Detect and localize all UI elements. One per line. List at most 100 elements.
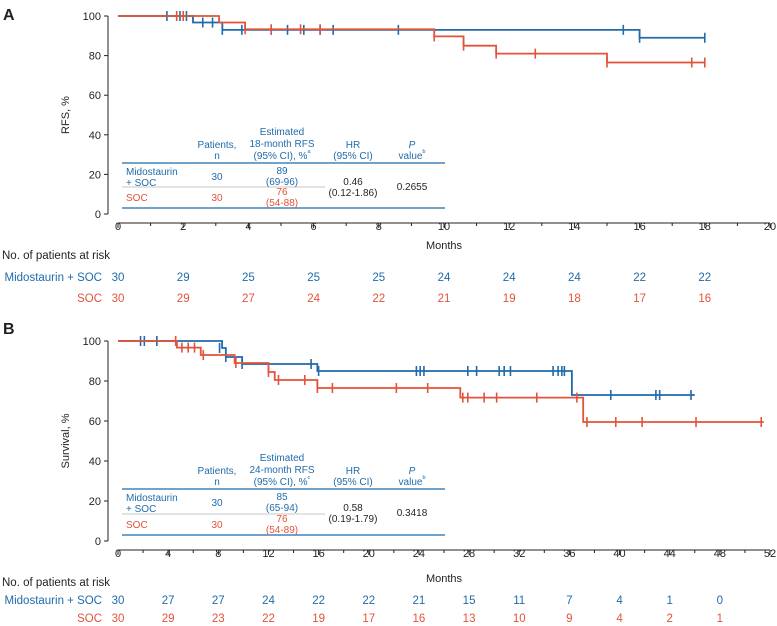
risk-count: 19 [312,613,325,625]
risk-row-label: SOC [77,613,102,625]
table-n-soc: 30 [211,520,223,531]
table-ci-midostaurin: (65-94) [266,503,298,514]
risk-count: 21 [413,595,426,607]
risk-count: 2 [666,613,672,625]
y-tick-label: 100 [83,336,101,348]
y-tick-label: 0 [95,209,101,221]
survival-curve-midostaurin [118,340,695,396]
x-axis-label: Months [426,573,463,585]
risk-count: 10 [513,613,526,625]
table-p-value: 0.3418 [397,508,428,519]
table-header-estimate: Estimated [260,127,304,138]
x-tick-label: 4 [245,221,251,233]
risk-count: 30 [112,595,125,607]
risk-table-title: No. of patients at risk [2,577,110,589]
x-tick-label: 14 [568,221,580,233]
y-tick-label: 40 [89,130,101,142]
risk-count: 4 [616,595,623,607]
table-arm-midostaurin: + SOC [126,504,156,515]
risk-count: 15 [463,595,476,607]
risk-count: 25 [372,272,385,284]
x-axis-label: Months [426,240,463,252]
risk-count: 17 [633,293,646,305]
table-header-hr: HR [346,140,360,151]
table-arm-soc: SOC [126,193,148,204]
x-tick-label: 8 [215,548,221,560]
table-ci-soc: (54-89) [266,525,298,536]
x-tick-label: 0 [115,548,121,560]
risk-count: 29 [177,293,190,305]
x-tick-label: 0 [115,221,121,233]
table-hr-ci: (0.12-1.86) [329,188,378,199]
x-tick-label: 24 [413,548,425,560]
risk-count: 13 [463,613,476,625]
risk-count: 30 [112,293,125,305]
x-tick-label: 28 [463,548,475,560]
table-n-soc: 30 [211,193,223,204]
risk-count: 25 [242,272,255,284]
y-tick-label: 20 [89,496,101,508]
table-hr: 0.46 [343,177,363,188]
table-estimate-midostaurin: 89 [276,166,288,177]
risk-count: 24 [307,293,320,305]
table-arm-midostaurin: Midostaurin [126,493,178,504]
risk-count: 22 [262,613,275,625]
table-estimate-soc: 76 [276,187,288,198]
risk-count: 30 [112,613,125,625]
table-ci-soc: (54-88) [266,198,298,209]
x-tick-label: 10 [438,221,450,233]
y-tick-label: 80 [89,51,101,63]
table-arm-soc: SOC [126,520,148,531]
table-header-patients: Patients, [198,466,237,477]
risk-count: 7 [566,595,572,607]
table-header-hr: HR [346,466,360,477]
table-header-estimate: (95% CI), %ᶜ [254,474,311,488]
table-p-value: 0.2655 [397,182,428,193]
risk-count: 4 [616,613,623,625]
risk-count: 1 [717,613,723,625]
risk-count: 22 [362,595,375,607]
table-header-estimate: 18-month RFS [249,139,314,150]
table-n-midostaurin: 30 [211,498,223,509]
risk-count: 24 [438,272,451,284]
x-tick-label: 48 [714,548,726,560]
y-tick-label: 40 [89,456,101,468]
risk-count: 23 [212,613,225,625]
risk-row-label: Midostaurin + SOC [5,272,102,284]
risk-count: 22 [372,293,385,305]
y-tick-label: 60 [89,90,101,102]
risk-count: 22 [633,272,646,284]
table-estimate-soc: 76 [276,514,288,525]
risk-count: 22 [698,272,711,284]
risk-count: 27 [242,293,255,305]
x-tick-label: 32 [513,548,525,560]
risk-count: 22 [312,595,325,607]
risk-count: 27 [212,595,225,607]
x-tick-label: 44 [664,548,676,560]
table-header-p: P [409,466,416,477]
panel-label: B [3,321,15,338]
risk-count: 0 [717,595,723,607]
x-tick-label: 12 [503,221,515,233]
table-header-patients: n [214,477,220,488]
table-n-midostaurin: 30 [211,172,223,183]
risk-count: 17 [362,613,375,625]
x-tick-label: 8 [376,221,382,233]
table-estimate-midostaurin: 85 [276,492,288,503]
survival-curve-soc [118,15,705,64]
survival-curve-midostaurin [118,15,705,39]
table-header-hr: (95% CI) [333,477,372,488]
risk-count: 16 [413,613,426,625]
y-tick-label: 20 [89,169,101,181]
table-header-estimate: Estimated [260,453,304,464]
risk-count: 11 [513,595,525,607]
y-tick-label: 60 [89,416,101,428]
x-tick-label: 20 [363,548,375,560]
risk-count: 27 [162,595,175,607]
panel-label: A [3,7,15,24]
risk-count: 24 [503,272,516,284]
x-tick-label: 2 [180,221,186,233]
table-header-patients: n [214,151,220,162]
y-axis-label: Survival, % [60,413,72,468]
